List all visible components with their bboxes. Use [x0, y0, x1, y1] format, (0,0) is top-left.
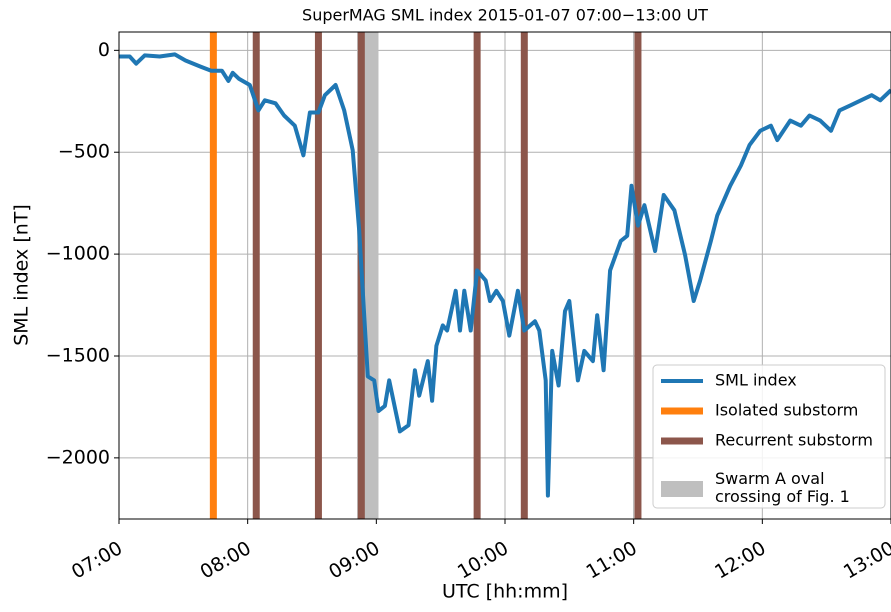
legend-label: Swarm A oval crossing of Fig. 1	[715, 470, 850, 506]
y-tick-label: −1500	[46, 344, 110, 366]
x-tick-label: 09:00	[325, 537, 383, 583]
x-axis-label: UTC [hh:mm]	[442, 581, 568, 603]
x-tick-label: 11:00	[582, 537, 640, 583]
x-tick-label: 12:00	[711, 537, 769, 583]
x-tick-label: 10:00	[454, 537, 512, 583]
x-tick-label: 07:00	[68, 537, 126, 583]
legend-fo: Swarm A oval crossing of Fig. 1	[715, 470, 850, 506]
chart-title: SuperMAG SML index 2015-01-07 07:00−13:0…	[302, 6, 708, 25]
legend-label: Isolated substorm	[715, 401, 858, 420]
plot-frame	[118, 31, 891, 520]
legend-label: Recurrent substorm	[715, 431, 873, 450]
y-tick-label: −500	[58, 141, 110, 163]
legend-swatch	[661, 481, 703, 497]
plot	[119, 32, 891, 519]
legend-label: SML index	[715, 371, 797, 390]
y-tick-label: 0	[98, 39, 110, 61]
legend-box	[652, 364, 886, 509]
y-axis-label: SML index [nT]	[11, 204, 33, 346]
x-tick-label: 08:00	[196, 537, 254, 583]
y-tick-label: −2000	[46, 446, 110, 468]
x-tick-label: 13:00	[840, 537, 891, 583]
data-line	[119, 52, 891, 498]
y-tick-label: −1000	[46, 243, 110, 265]
